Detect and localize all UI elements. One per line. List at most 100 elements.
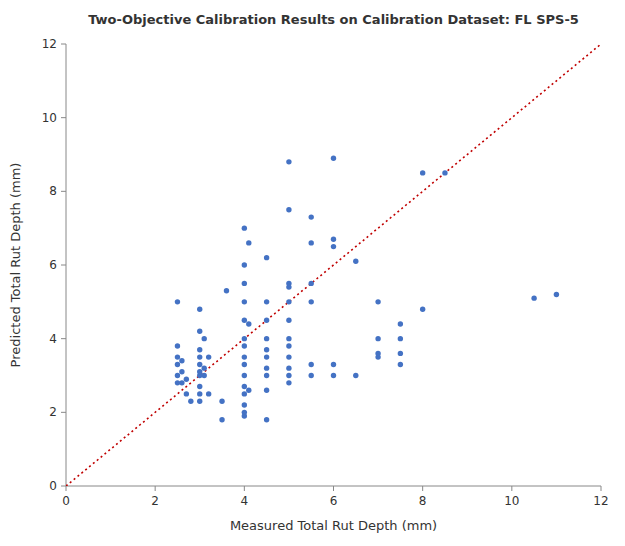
- point: [286, 207, 291, 212]
- point: [202, 336, 207, 341]
- point: [202, 373, 207, 378]
- point: [242, 373, 247, 378]
- point: [197, 307, 202, 312]
- point: [353, 373, 358, 378]
- point: [264, 365, 269, 370]
- point: [242, 318, 247, 323]
- y-tick: [61, 117, 66, 118]
- point: [331, 362, 336, 367]
- point: [175, 373, 180, 378]
- point: [242, 391, 247, 396]
- point: [206, 354, 211, 359]
- point: [197, 391, 202, 396]
- point: [309, 362, 314, 367]
- point: [353, 259, 358, 264]
- x-tick-label: 0: [62, 494, 70, 508]
- x-tick-label: 12: [593, 494, 608, 508]
- y-tick: [61, 265, 66, 266]
- x-tick-label: 10: [504, 494, 519, 508]
- scatter-points: [175, 155, 559, 422]
- point: [179, 369, 184, 374]
- point: [224, 288, 229, 293]
- point: [309, 214, 314, 219]
- x-tick: [66, 486, 67, 491]
- y-tick-label: 8: [49, 184, 57, 198]
- x-tick: [601, 486, 602, 491]
- point: [264, 417, 269, 422]
- point: [309, 373, 314, 378]
- x-tick-label: 8: [419, 494, 427, 508]
- x-axis-label: Measured Total Rut Depth (mm): [230, 518, 437, 533]
- point: [264, 318, 269, 323]
- point: [442, 170, 447, 175]
- point: [175, 354, 180, 359]
- point: [264, 388, 269, 393]
- title: Two-Objective Calibration Results on Cal…: [88, 12, 579, 27]
- chart: 024681012024681012Two-Objective Calibrat…: [0, 0, 625, 546]
- point: [246, 240, 251, 245]
- point: [179, 358, 184, 363]
- reference-line: [66, 44, 601, 486]
- point: [331, 237, 336, 242]
- point: [286, 380, 291, 385]
- x-tick-label: 6: [330, 494, 338, 508]
- y-tick-label: 10: [42, 111, 57, 125]
- point: [375, 351, 380, 356]
- y-tick-label: 0: [49, 479, 57, 493]
- y-tick: [61, 338, 66, 339]
- point: [242, 343, 247, 348]
- point: [286, 354, 291, 359]
- point: [219, 399, 224, 404]
- point: [197, 329, 202, 334]
- point: [286, 159, 291, 164]
- y-tick-label: 12: [42, 37, 57, 51]
- point: [197, 399, 202, 404]
- point: [246, 321, 251, 326]
- point: [242, 362, 247, 367]
- point: [331, 244, 336, 249]
- point: [375, 336, 380, 341]
- point: [242, 402, 247, 407]
- point: [264, 255, 269, 260]
- point: [331, 155, 336, 160]
- point: [197, 362, 202, 367]
- point: [242, 384, 247, 389]
- point: [398, 362, 403, 367]
- x-tick: [511, 486, 512, 491]
- point: [175, 343, 180, 348]
- point: [286, 318, 291, 323]
- point: [309, 240, 314, 245]
- point: [286, 299, 291, 304]
- point: [242, 281, 247, 286]
- point: [242, 410, 247, 415]
- point: [286, 336, 291, 341]
- point: [242, 262, 247, 267]
- x-tick: [333, 486, 334, 491]
- point: [531, 295, 536, 300]
- point: [264, 373, 269, 378]
- point: [197, 369, 202, 374]
- point: [375, 299, 380, 304]
- x-tick-label: 2: [151, 494, 159, 508]
- point: [398, 351, 403, 356]
- y-tick: [61, 191, 66, 192]
- x-tick-label: 4: [241, 494, 249, 508]
- plot-area: [66, 44, 601, 486]
- point: [264, 347, 269, 352]
- point: [175, 299, 180, 304]
- point: [420, 307, 425, 312]
- point: [242, 225, 247, 230]
- y-tick-label: 6: [49, 258, 57, 272]
- point: [286, 284, 291, 289]
- point: [175, 362, 180, 367]
- axes: 024681012024681012: [42, 37, 609, 508]
- point: [184, 391, 189, 396]
- point: [202, 365, 207, 370]
- x-tick: [422, 486, 423, 491]
- point: [420, 170, 425, 175]
- point: [242, 336, 247, 341]
- point: [246, 388, 251, 393]
- point: [286, 365, 291, 370]
- point: [179, 380, 184, 385]
- point: [197, 347, 202, 352]
